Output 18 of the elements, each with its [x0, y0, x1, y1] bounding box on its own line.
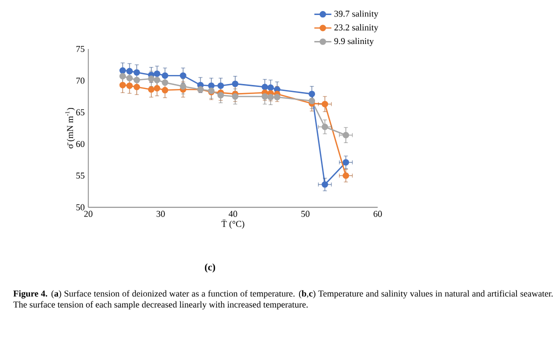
y-axis-title: σ̄ (mN m$^{-1}$): [65, 108, 75, 148]
x-tick-label: 30: [156, 210, 165, 217]
y-tick-label: 50: [76, 204, 84, 210]
y-tick-label: 55: [76, 172, 84, 179]
x-tick-label: 60: [374, 210, 382, 217]
legend-label: 9.9 salinity: [334, 38, 374, 46]
y-tick-label: 70: [76, 78, 84, 84]
legend-label: 23.2 salinity: [334, 24, 378, 32]
x-tick-label: 50: [301, 210, 310, 217]
y-tick-label: 65: [76, 109, 84, 116]
x-tick-label: 40: [228, 210, 238, 217]
x-axis-title: T̄ (°C): [222, 220, 244, 229]
y-tick-label: 60: [76, 140, 84, 148]
text: Figure 4. (a) Surface tension of deionized water as a function of temperature. (b,c) Temperature and salinity values in natural and artificial seawater. The surface tension of each sample decreased linearly with increased temperature.: [13, 290, 553, 310]
x-tick-label: 20: [84, 210, 92, 217]
legend-label: 39.7 salinity: [334, 10, 378, 19]
y-tick-label: 75: [76, 46, 84, 52]
text: (c): [204, 263, 216, 273]
